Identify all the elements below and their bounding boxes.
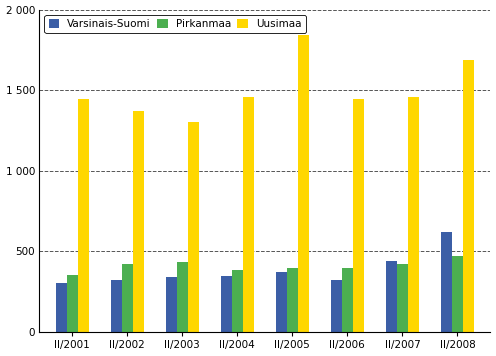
Bar bbox=[166, 277, 177, 332]
Bar bbox=[331, 280, 342, 332]
Bar bbox=[452, 256, 463, 332]
Bar bbox=[463, 59, 474, 332]
Bar bbox=[397, 265, 408, 332]
Bar bbox=[122, 263, 133, 332]
Bar bbox=[287, 268, 298, 332]
Bar bbox=[276, 272, 287, 332]
Bar bbox=[177, 262, 188, 332]
Bar bbox=[188, 122, 199, 332]
Bar bbox=[232, 270, 243, 332]
Bar bbox=[298, 35, 309, 332]
Bar bbox=[441, 232, 452, 332]
Bar bbox=[221, 276, 232, 332]
Bar bbox=[243, 96, 254, 332]
Bar bbox=[353, 99, 364, 332]
Bar bbox=[111, 280, 122, 332]
Bar bbox=[342, 268, 353, 332]
Bar bbox=[386, 261, 397, 332]
Bar bbox=[408, 96, 419, 332]
Bar bbox=[56, 283, 67, 332]
Bar bbox=[67, 275, 78, 332]
Bar bbox=[133, 111, 144, 332]
Bar bbox=[78, 99, 89, 332]
Legend: Varsinais-Suomi, Pirkanmaa, Uusimaa: Varsinais-Suomi, Pirkanmaa, Uusimaa bbox=[45, 15, 306, 33]
